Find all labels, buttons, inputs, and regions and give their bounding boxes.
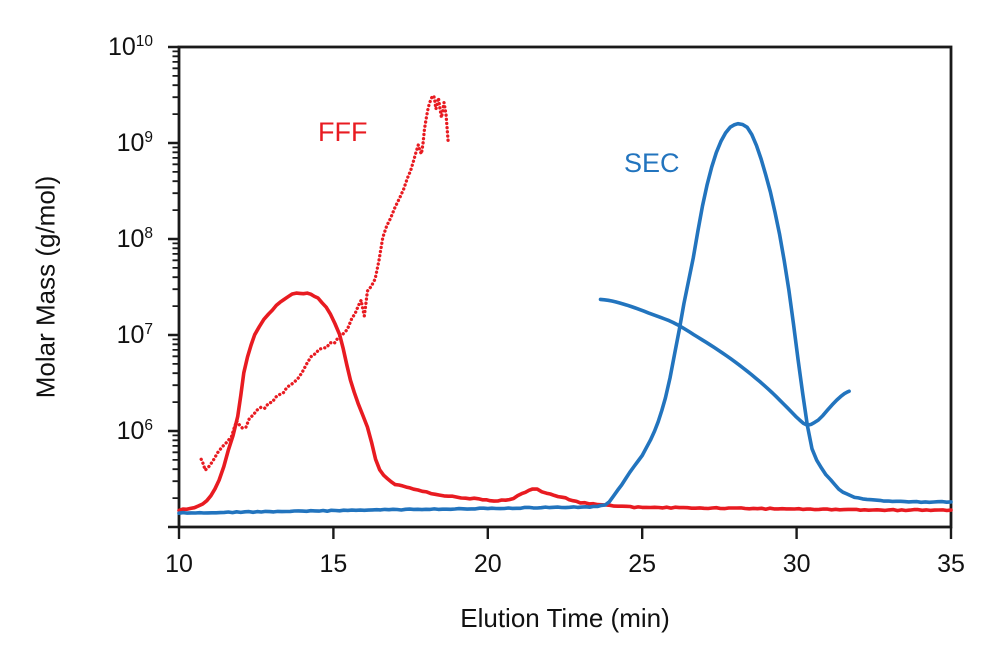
x-tick-label-15: 15 xyxy=(319,550,348,578)
fff-concentration-signal-curve xyxy=(177,291,953,513)
fff-molar-mass-curve xyxy=(199,94,450,472)
y-axis-title: Molar Mass (g/mol) xyxy=(30,175,61,399)
axis-major-ticks xyxy=(168,45,953,539)
x-tick-label-20: 20 xyxy=(473,550,502,578)
y-tick-label-1e9: 109 xyxy=(116,128,153,158)
sec-curve-label: SEC xyxy=(624,148,680,178)
fff-curve-label: FFF xyxy=(318,117,368,147)
axis-minor-ticks xyxy=(172,50,179,500)
sec-molar-mass-curve xyxy=(598,297,851,427)
x-tick-label-25: 25 xyxy=(628,550,657,578)
plot-frame xyxy=(177,45,953,529)
x-tick-label-10: 10 xyxy=(165,550,193,578)
x-axis-title: Elution Time (min) xyxy=(460,603,670,633)
y-tick-label-1e6: 106 xyxy=(116,416,153,446)
y-tick-label-1e10: 1010 xyxy=(107,32,153,62)
x-tick-label-35: 35 xyxy=(937,550,965,578)
y-tick-label-1e8: 108 xyxy=(116,224,153,254)
x-tick-label-30: 30 xyxy=(782,550,811,578)
y-tick-label-1e7: 107 xyxy=(116,320,153,350)
sec-concentration-signal-curve xyxy=(177,121,953,515)
